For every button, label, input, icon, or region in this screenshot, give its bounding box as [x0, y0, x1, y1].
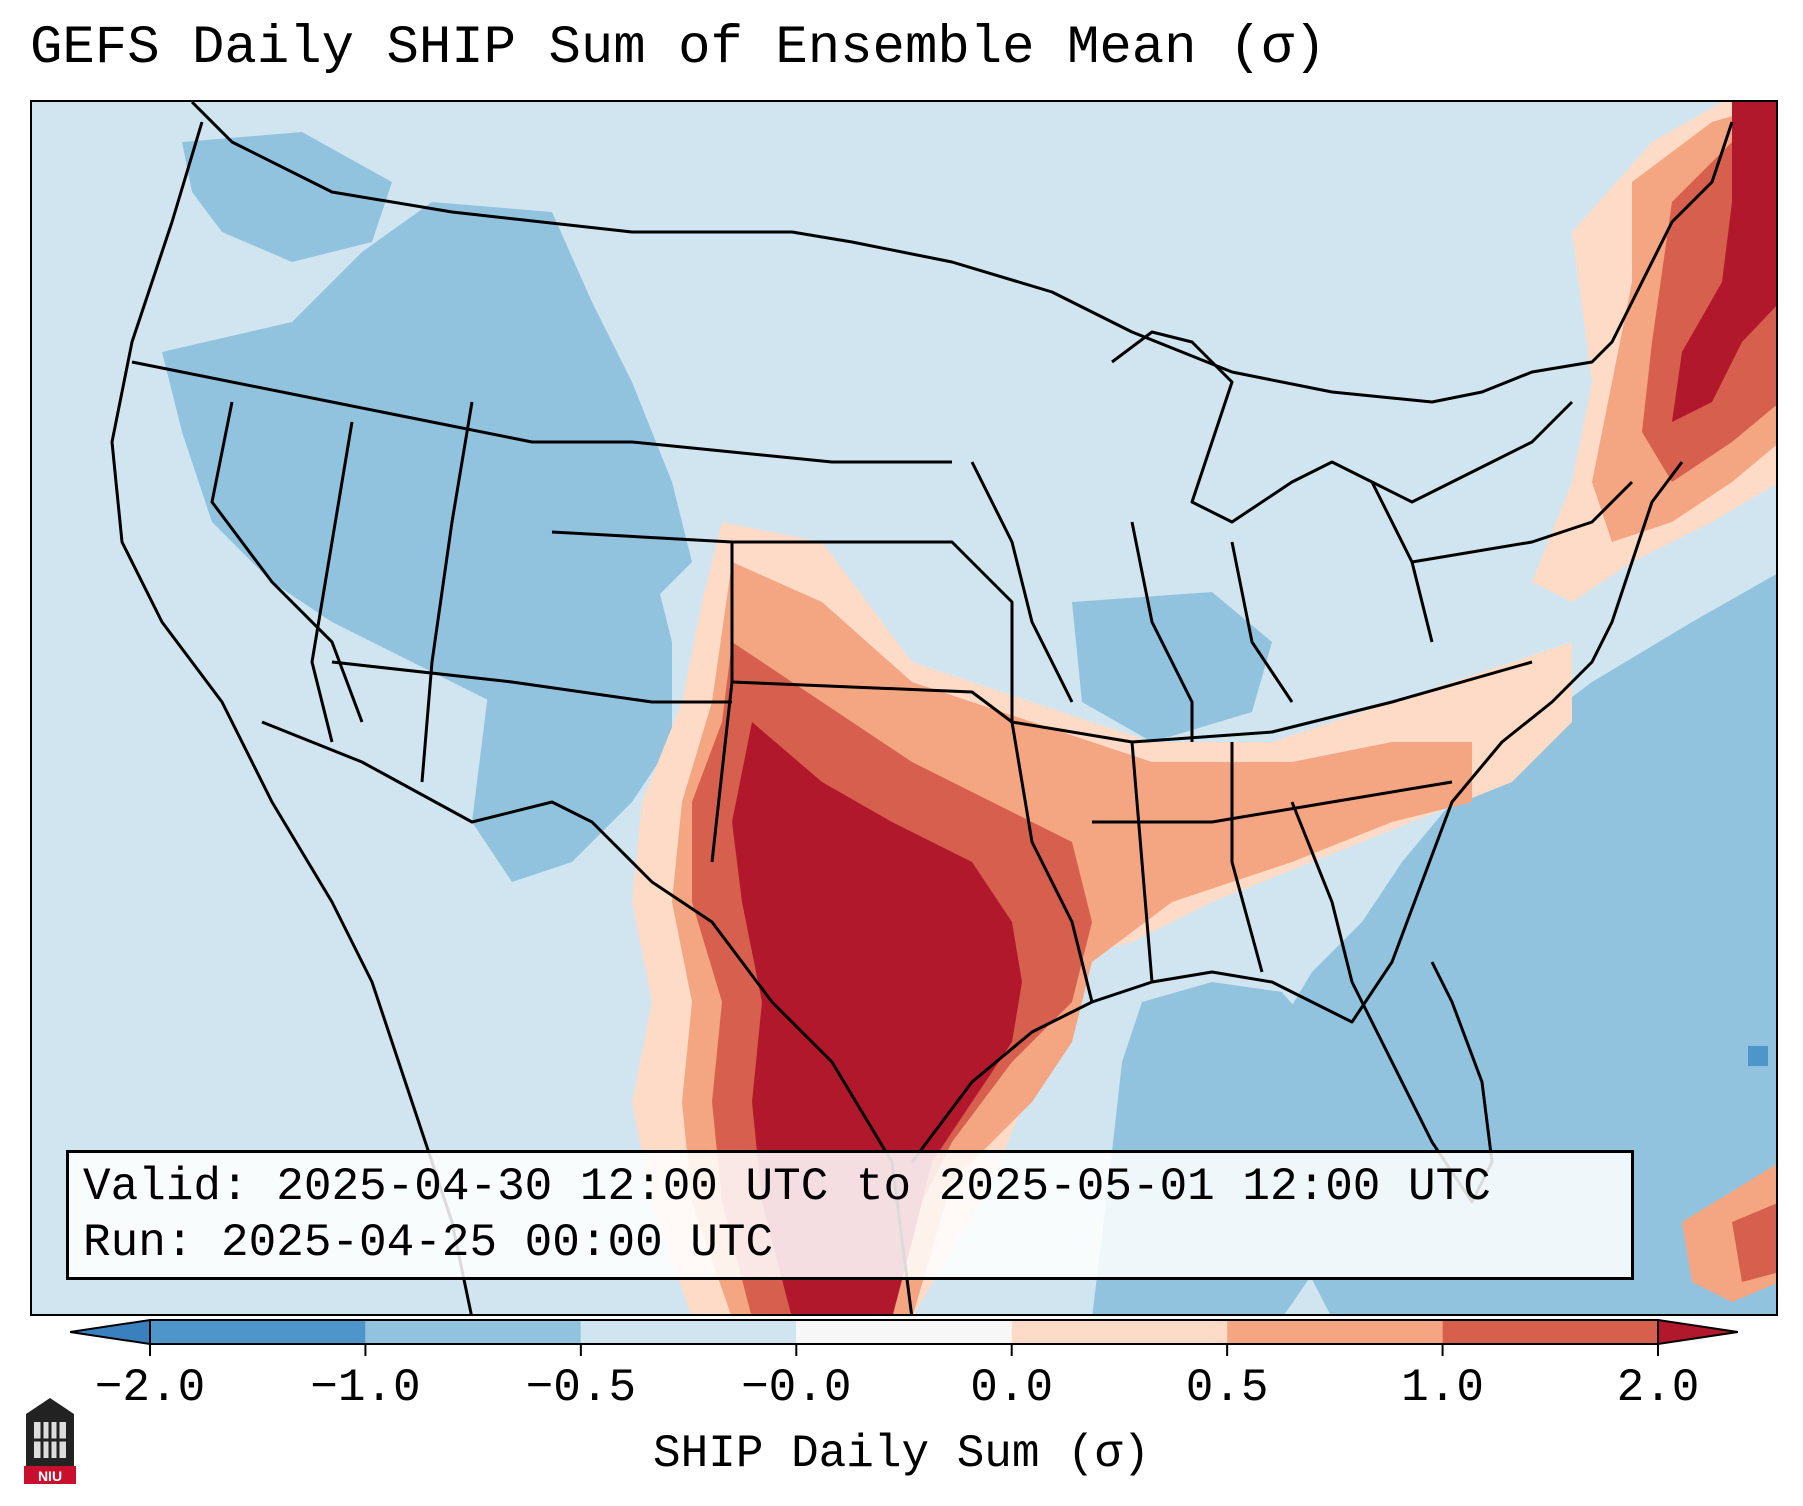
colorbar-bin: [150, 1320, 366, 1344]
state-line: [1411, 480, 1634, 564]
niu-logo: NIU: [24, 1398, 76, 1484]
iowa-negative-region: [1072, 592, 1272, 742]
state-line: [131, 360, 952, 464]
colorbar-bins: [149, 1319, 1659, 1345]
colorbar-tick-label: 0.0: [970, 1362, 1054, 1414]
valid-time-text: Valid: 2025-04-30 12:00 UTC to 2025-05-0…: [83, 1161, 1491, 1213]
colorbar-tick-label: −2.0: [94, 1362, 206, 1414]
colorbar-extend-low: [70, 1318, 151, 1346]
colorbar-bin: [1442, 1320, 1658, 1344]
colorbar-label: SHIP Daily Sum (σ): [653, 1428, 1150, 1480]
state-line: [1290, 801, 1354, 983]
dark-blue-spot: [1748, 1046, 1768, 1066]
state-line: [420, 401, 474, 783]
validity-info-box: Valid: 2025-04-30 12:00 UTC to 2025-05-0…: [66, 1150, 1634, 1280]
canada-border-line: [190, 102, 1734, 404]
colorbar-bin: [365, 1320, 581, 1344]
state-line: [210, 401, 364, 723]
caribbean-strong-region: [1732, 1203, 1776, 1282]
state-line: [732, 540, 1014, 722]
map-panel: [30, 100, 1778, 1316]
west-coast-line: [110, 121, 473, 1314]
state-line: [1230, 541, 1294, 703]
state-line: [1230, 742, 1264, 973]
boundary-lines: [110, 102, 1734, 1314]
colorbar-bin: [1011, 1320, 1228, 1344]
colorbar: [70, 1318, 1738, 1356]
atlantic-negative-region: [1262, 574, 1776, 1314]
great-lakes-line: [1111, 330, 1574, 524]
colorbar-extend-high: [1657, 1318, 1738, 1346]
svg-text:NIU: NIU: [38, 1468, 62, 1484]
colorbar-tick-label: 0.5: [1185, 1362, 1269, 1414]
colorbar-tick-label: −0.0: [741, 1362, 852, 1414]
colorbar-tick-label: 2.0: [1616, 1362, 1700, 1414]
state-line: [1130, 521, 1194, 742]
colorado-negative-region: [472, 522, 672, 882]
run-time-text: Run: 2025-04-25 00:00 UTC: [83, 1217, 774, 1269]
new-england-strong-region: [1672, 102, 1776, 422]
map-title: GEFS Daily SHIP Sum of Ensemble Mean (σ): [30, 18, 1327, 79]
state-line: [1130, 741, 1154, 983]
state-line: [970, 461, 1074, 703]
state-line: [1370, 481, 1434, 643]
colorbar-ticks: [149, 1344, 1659, 1356]
state-line: [310, 421, 354, 743]
colorbar-tick-label: −0.5: [525, 1362, 637, 1414]
colorbar-bin: [580, 1320, 797, 1344]
colorbar-tick-label: −1.0: [310, 1362, 421, 1414]
ship-field-map: [32, 102, 1776, 1314]
colorbar-bin: [1227, 1320, 1443, 1344]
mexico-border-line: [261, 720, 913, 1314]
state-line: [331, 660, 732, 704]
colorbar-tick-label: 1.0: [1401, 1362, 1484, 1414]
northwest-coast-region: [182, 132, 392, 262]
state-line: [1092, 780, 1453, 824]
state-line: [551, 530, 734, 863]
state-line: [1010, 721, 1094, 1003]
pacific-light-region: [32, 102, 152, 1314]
colorbar-bin: [796, 1320, 1012, 1344]
